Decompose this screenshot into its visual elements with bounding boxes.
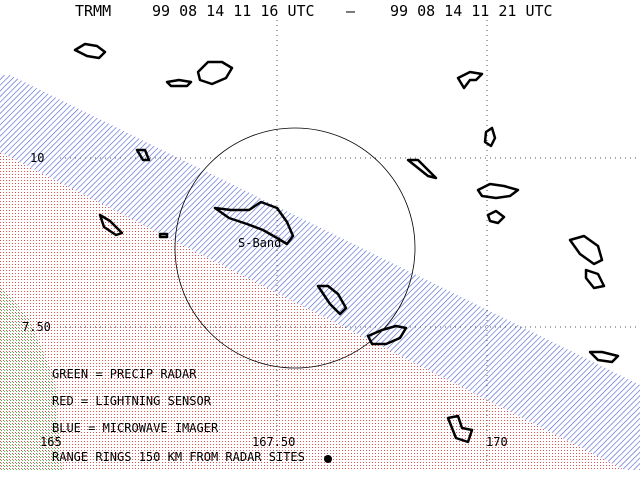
separator: — [346, 2, 356, 20]
latitude-label: 10 [30, 151, 44, 165]
radar-site [324, 455, 332, 463]
range-ring [174, 127, 416, 369]
satellite: TRMM [75, 2, 111, 20]
precip-swath [0, 285, 62, 470]
islands [73, 42, 620, 444]
longitude-label: 170 [486, 435, 508, 449]
latitude-label: 7.50 [22, 320, 51, 334]
start-time: 99 08 14 11 16 UTC [152, 2, 315, 20]
end-time: 99 08 14 11 21 UTC [390, 2, 553, 20]
legend-entry: GREEN = PRECIP RADAR [52, 367, 197, 381]
legend-entry: RANGE RINGS 150 KM FROM RADAR SITES [52, 450, 305, 464]
legend-entry: RED = LIGHTNING SENSOR [52, 394, 212, 408]
longitude-label: 167.50 [252, 435, 295, 449]
longitude-label: 165 [40, 435, 62, 449]
site-label: S-Band [238, 236, 281, 250]
imager-swath [0, 75, 640, 470]
legend-entry: BLUE = MICROWAVE IMAGER [52, 421, 219, 435]
